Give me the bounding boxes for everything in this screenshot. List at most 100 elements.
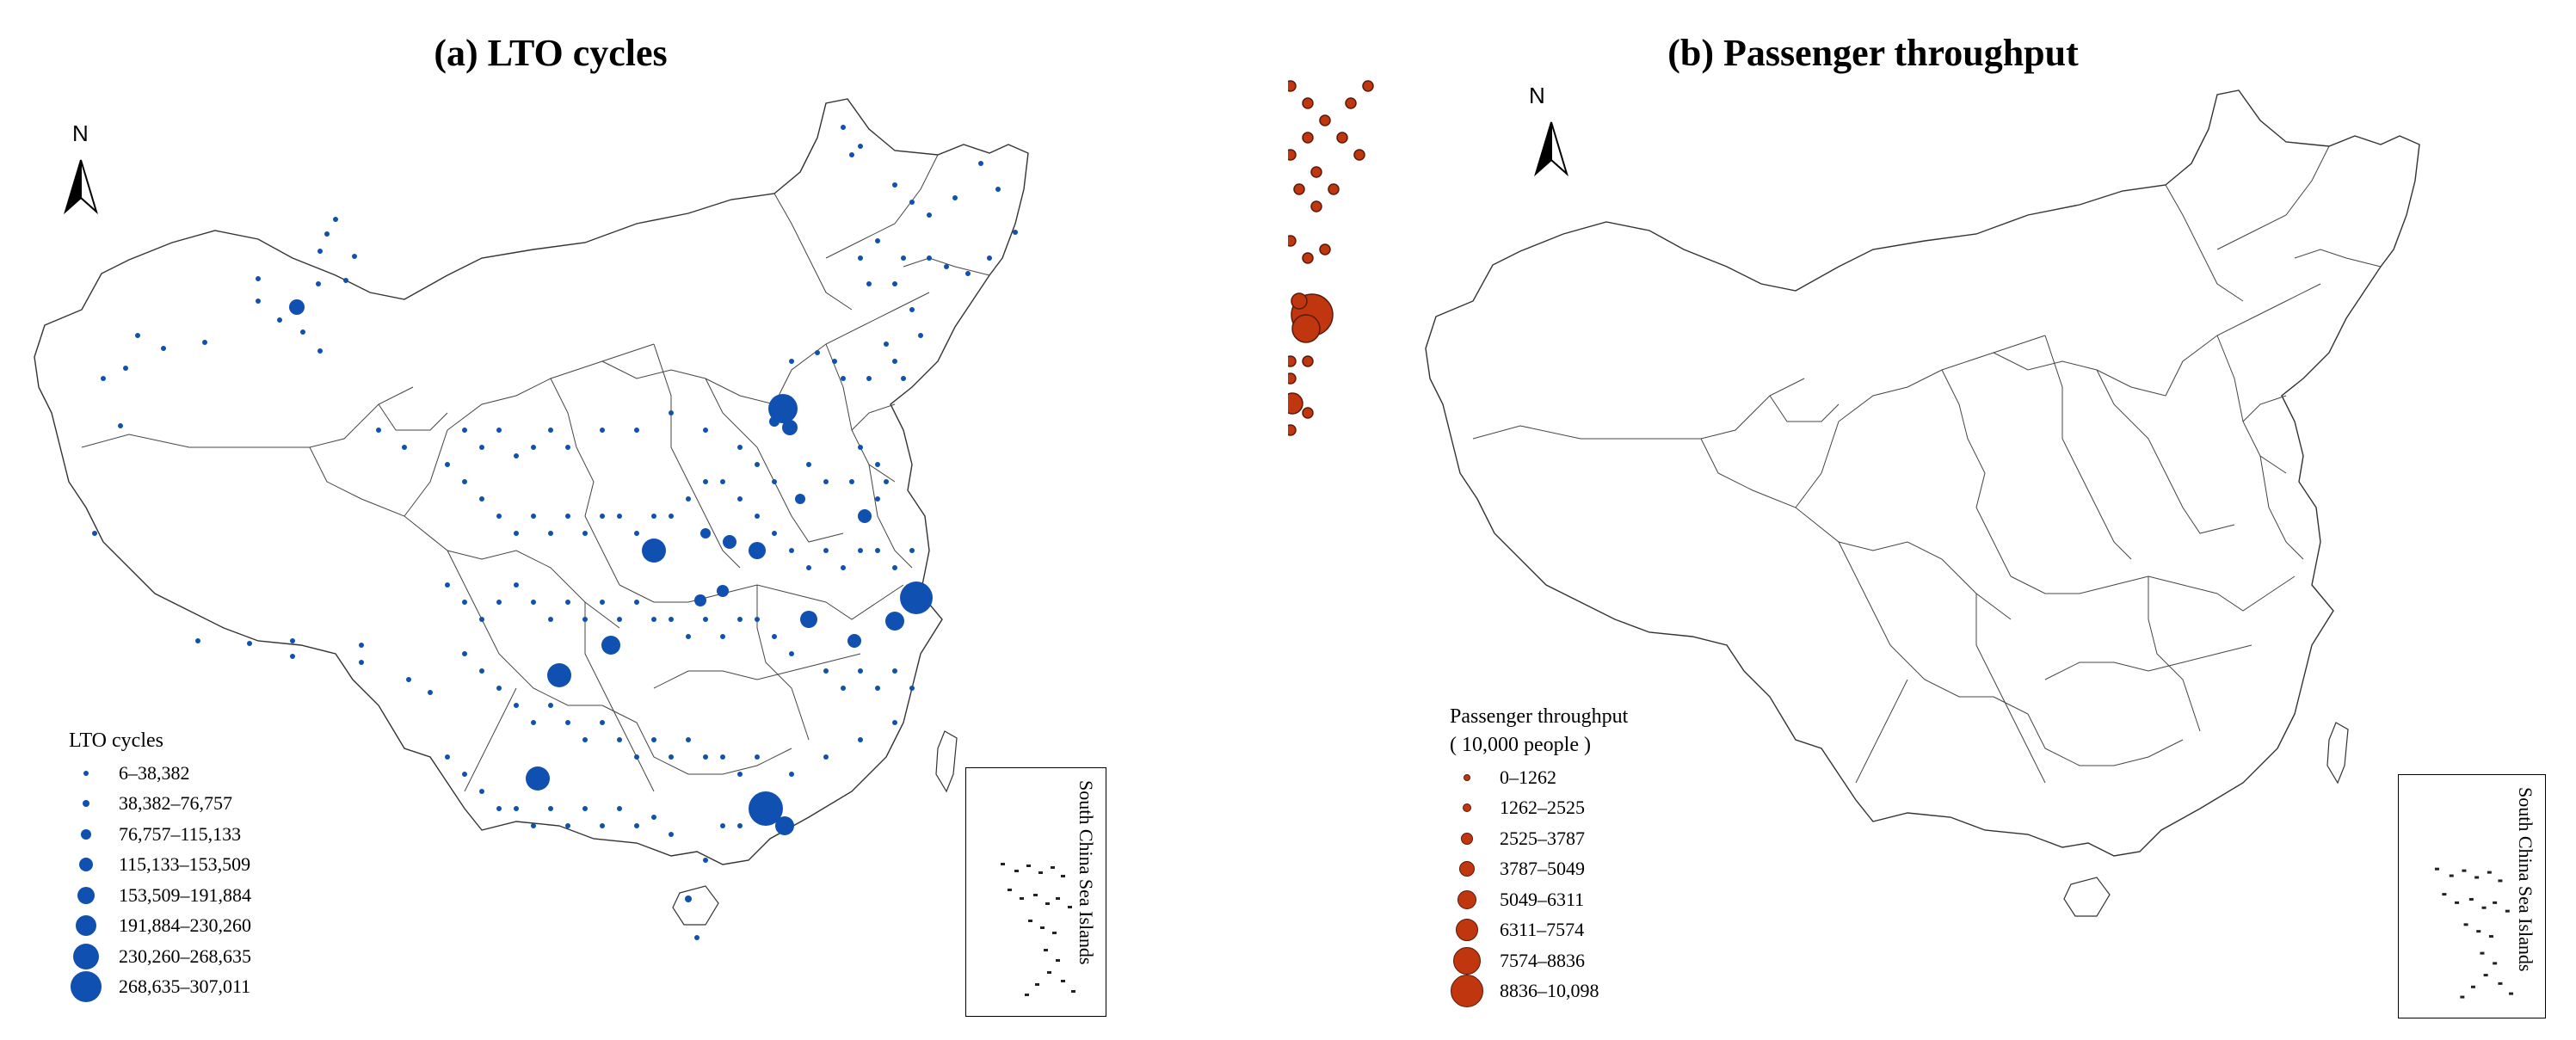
airport-dot (703, 479, 708, 484)
legend-item: 76,757–115,133 (69, 819, 251, 850)
island-mark (1035, 983, 1039, 986)
province-line (1993, 696, 2184, 766)
province-line (2242, 395, 2287, 422)
taiwan-shape (2326, 722, 2349, 785)
airport-dot (909, 686, 915, 691)
island-mark (2470, 985, 2475, 988)
airport-dot (101, 376, 106, 381)
province-line (2294, 249, 2382, 268)
north-arrow-half (64, 159, 82, 215)
hainan-outline (672, 885, 719, 926)
province-line (1855, 679, 1908, 784)
airport-dot (548, 806, 553, 811)
province-line (550, 378, 620, 586)
airport-dot (806, 565, 811, 570)
airport-dot (123, 366, 128, 371)
legend-symbol (1461, 832, 1473, 845)
airport-dot (755, 617, 760, 622)
legend-title: Passenger throughput (1450, 705, 1629, 728)
airport-dot (782, 420, 798, 435)
airport-dot (1288, 355, 1297, 367)
airport-dot (875, 496, 880, 502)
legend-symbol (1464, 773, 1470, 781)
airport-dot (749, 542, 766, 559)
legend-symbol (81, 828, 91, 840)
airport-dot (531, 720, 536, 725)
legend-symbol (1463, 803, 1471, 813)
airport-dot (1288, 235, 1297, 247)
airport-dot (694, 594, 706, 606)
airport-dot (703, 858, 708, 863)
legend-label: 115,133–153,509 (119, 853, 251, 876)
legend-item: 8836–10,098 (1450, 975, 1628, 1008)
airport-dot (892, 182, 897, 188)
legend-item: 0–1262 (1450, 762, 1628, 793)
airport-dot (720, 754, 725, 760)
island-mark (2509, 992, 2514, 995)
airport-dot (703, 754, 708, 760)
airport-dot (565, 514, 570, 519)
south-china-sea-inset: South China Sea Islands (965, 767, 1106, 1017)
airport-symbols (1288, 80, 1374, 436)
airport-dot (514, 582, 519, 588)
legend-symbol (1456, 919, 1478, 942)
legend-label: 3787–5049 (1500, 858, 1585, 880)
airport-dot (987, 255, 992, 261)
airport-dot (806, 462, 811, 467)
airport-dot (909, 548, 915, 553)
province-line (1838, 541, 2012, 620)
legend-subtitle: ( 10,000 people ) (1450, 734, 1591, 756)
airport-dot (944, 264, 949, 269)
airport-dot (1302, 252, 1314, 264)
airport-dot (634, 531, 639, 536)
legend-title: LTO cycles (69, 729, 163, 752)
airport-dot (901, 255, 906, 261)
legend-symbol (1451, 975, 1483, 1008)
airport-dot (1288, 149, 1297, 161)
legend-item: 2525–3787 (1450, 823, 1628, 854)
airport-dot (514, 806, 519, 811)
province-line (447, 550, 620, 629)
airport-dot (462, 600, 467, 605)
airport-dot (789, 772, 794, 777)
airport-dot (531, 823, 536, 828)
airport-dot (333, 217, 338, 222)
airport-dot (1336, 132, 1348, 144)
airport-dot (720, 479, 725, 484)
airport-dot (634, 754, 639, 760)
island-mark (1033, 894, 1038, 896)
legend-label: 1262–2525 (1500, 797, 1585, 819)
province-line (773, 292, 930, 405)
island-mark (1068, 906, 1072, 908)
hainan-shape (2063, 877, 2111, 917)
north-arrow-half (1550, 121, 1568, 177)
airport-dot (526, 766, 550, 791)
airport-dot (892, 565, 897, 570)
airport-dot (866, 281, 872, 286)
airport-dot (775, 816, 794, 835)
airport-dot (1319, 243, 1331, 255)
island-mark (2505, 909, 2510, 913)
inset-label: South China Sea Islands (1075, 780, 1097, 965)
airport-dot (875, 462, 880, 467)
airport-dot (514, 703, 519, 708)
province-line (825, 154, 939, 259)
airport-dot (700, 528, 711, 538)
island-mark (1008, 889, 1012, 891)
airport-dot (717, 585, 729, 597)
island-mark (2463, 923, 2468, 926)
airport-dot (1302, 132, 1314, 144)
legend-symbol (76, 915, 96, 937)
island-mark (2493, 962, 2498, 965)
airport-dot (565, 720, 570, 725)
province-line (1472, 378, 1805, 440)
airport-dot (1310, 166, 1322, 178)
airport-dot (462, 651, 467, 656)
airport-dot (737, 823, 743, 828)
airport-dot (1310, 200, 1322, 212)
airport-dot (548, 428, 553, 433)
airport-dot (479, 617, 484, 622)
airport-dot (277, 317, 282, 323)
country-border (34, 98, 1029, 865)
airport-dot (617, 806, 622, 811)
